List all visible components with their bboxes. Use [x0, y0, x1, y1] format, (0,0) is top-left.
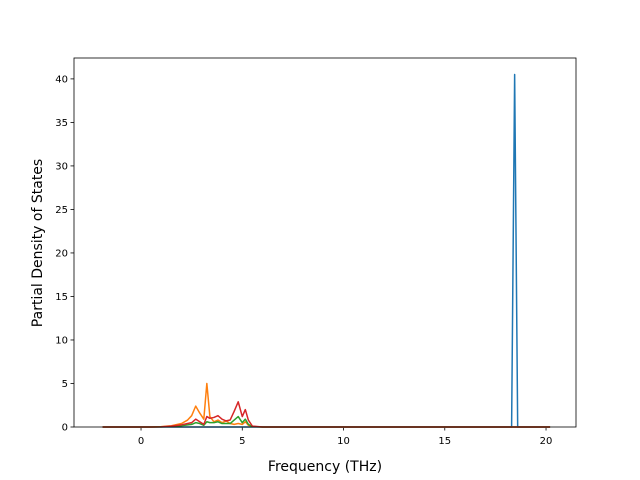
y-tick-label: 10 — [55, 335, 68, 346]
x-tick-label: 5 — [239, 436, 245, 447]
y-tick-label: 20 — [55, 248, 68, 259]
data-line — [102, 73, 551, 428]
plot-frame — [73, 57, 577, 428]
y-tick-label: 0 — [62, 423, 68, 434]
y-axis-label: Partial Density of States — [30, 159, 46, 327]
y-tick-label: 15 — [55, 292, 68, 303]
x-tick-label: 20 — [540, 436, 553, 447]
x-axis-label: Frequency (THz) — [268, 459, 382, 475]
x-tick-label: 10 — [337, 436, 350, 447]
x-tick-label: 0 — [138, 436, 144, 447]
x-tick-label: 15 — [438, 436, 451, 447]
y-tick-label: 35 — [55, 118, 68, 129]
data-line — [102, 401, 551, 428]
y-tick-label: 25 — [55, 205, 68, 216]
y-tick-label: 30 — [55, 161, 68, 172]
data-line — [102, 382, 551, 428]
y-tick-label: 40 — [55, 74, 68, 85]
y-tick-label: 5 — [62, 379, 68, 390]
